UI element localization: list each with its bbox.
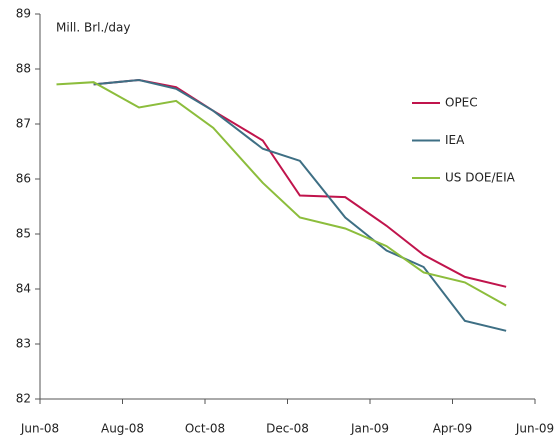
- y-tick-label: 89: [16, 7, 31, 21]
- series-line: [56, 81, 507, 307]
- x-tick-label: Apr-09: [433, 422, 473, 436]
- x-tick-label: Jan-09: [350, 422, 389, 436]
- series-line: [93, 78, 507, 332]
- y-tick-label: 87: [16, 117, 31, 131]
- y-tick-label: 85: [16, 227, 31, 241]
- series-line: [93, 78, 507, 288]
- y-tick-label: 82: [16, 392, 31, 406]
- y-tick-label: 88: [16, 62, 31, 76]
- y-tick-label: 86: [16, 172, 31, 186]
- x-tick-label: Dec-08: [266, 422, 309, 436]
- x-tick-label: Oct-08: [185, 422, 225, 436]
- legend-label: US DOE/EIA: [445, 171, 516, 185]
- legend-label: OPEC: [445, 96, 478, 110]
- y-tick-label: 83: [16, 337, 31, 351]
- x-tick-label: Jun-09: [515, 422, 554, 436]
- x-tick-label: Aug-08: [101, 422, 144, 436]
- x-tick-label: Jun-08: [20, 422, 59, 436]
- unit-annotation: Mill. Brl./day: [56, 21, 130, 35]
- legend-label: IEA: [445, 133, 465, 147]
- y-tick-label: 84: [16, 282, 31, 296]
